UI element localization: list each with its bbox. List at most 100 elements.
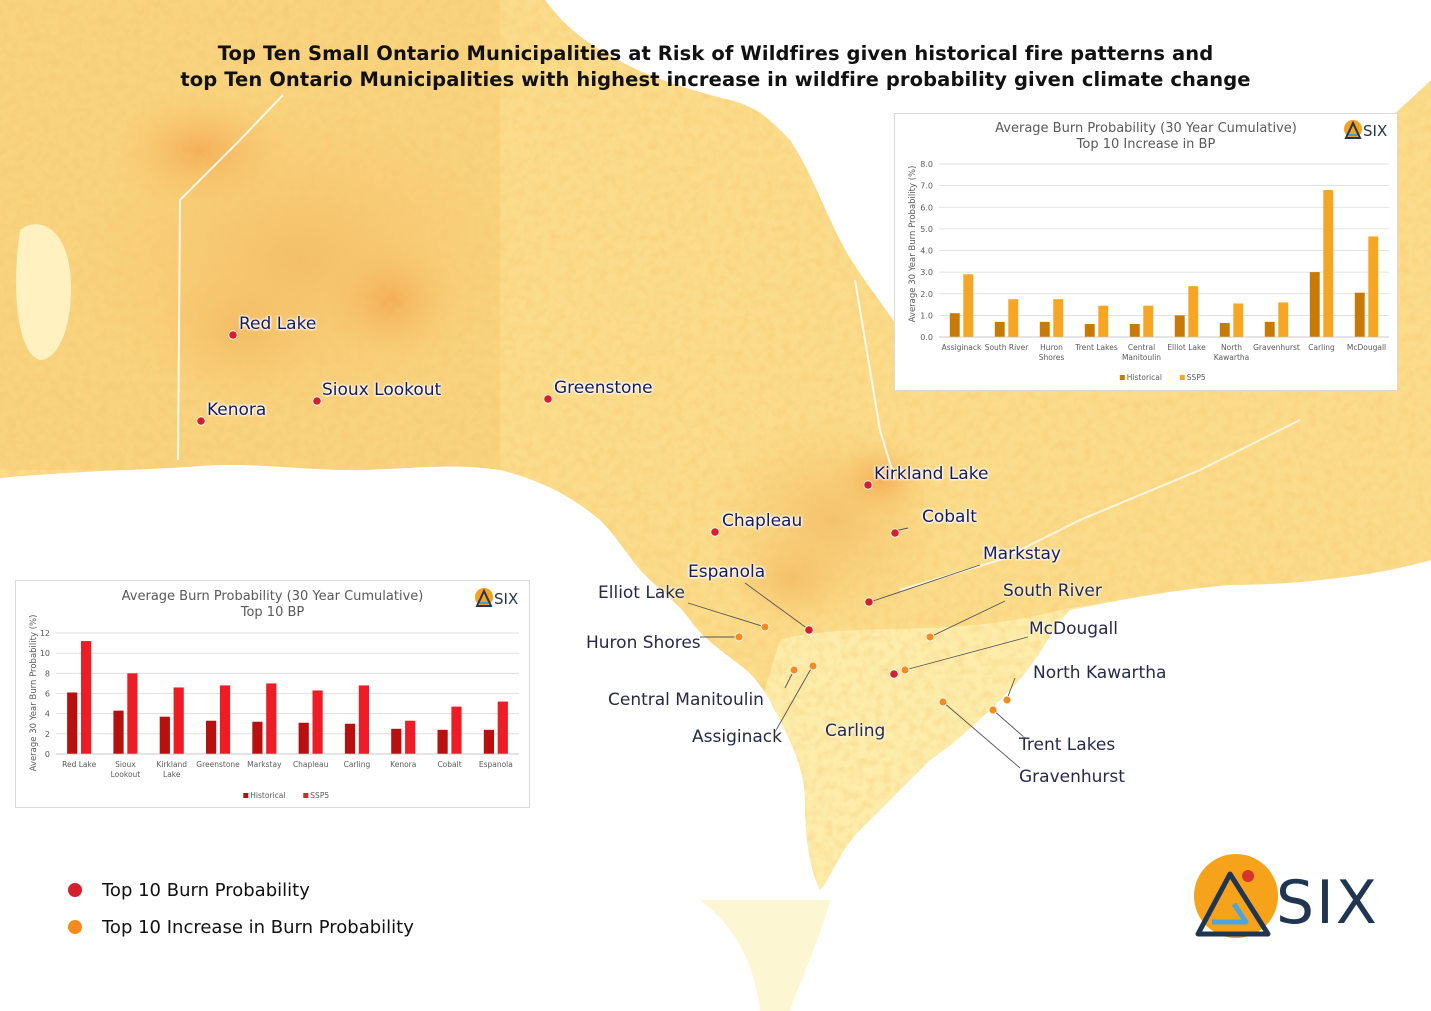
legend-dot-orange [68, 920, 82, 934]
y-tick-label: 6 [45, 690, 50, 699]
bar-ssp5 [1323, 189, 1334, 337]
legend-dot-red [68, 883, 82, 897]
bar-ssp5 [1098, 305, 1109, 337]
label-gravenhurst: Gravenhurst [1019, 767, 1125, 787]
bar-historical [298, 722, 309, 754]
x-tick-label: Kirkland [156, 760, 187, 769]
x-tick-label: Sioux [115, 760, 136, 769]
bar-ssp5 [451, 706, 462, 754]
bar-ssp5 [1008, 299, 1019, 337]
legend-label: SSP5 [1187, 373, 1206, 382]
map-title-line-1: Top Ten Small Ontario Municipalities at … [217, 42, 1214, 65]
label-elliot-lake: Elliot Lake [598, 583, 685, 603]
y-tick-label: 8 [45, 669, 50, 678]
bar-ssp5 [963, 274, 974, 337]
bar-historical [1219, 322, 1230, 337]
bar-historical [437, 729, 448, 754]
bar-historical [391, 728, 402, 754]
bar-ssp5 [266, 683, 277, 754]
bar-ssp5 [312, 690, 323, 754]
legend-label-increase: Top 10 Increase in Burn Probability [102, 916, 414, 938]
bar-historical [67, 692, 78, 754]
label-central-manitoulin: Central Manitoulin [608, 690, 764, 710]
label-trent-lakes: Trent Lakes [1019, 735, 1116, 755]
y-tick-label: 10 [40, 649, 50, 658]
y-tick-label: 2.0 [920, 290, 933, 299]
x-tick-label: Espanola [479, 760, 513, 769]
bar-historical [206, 720, 217, 754]
x-tick-label: Lake [163, 770, 181, 779]
six-logo: SIX [1194, 854, 1377, 938]
x-tick-label: Huron [1040, 343, 1063, 352]
bar-historical [1174, 315, 1185, 337]
top-bp-markers [196, 330, 900, 679]
bar-ssp5 [219, 685, 231, 754]
marker-greenstone [543, 394, 553, 404]
chart-increase-bp-panel: Average Burn Probability (30 Year Cumula… [894, 113, 1398, 391]
x-tick-label: Kawartha [1214, 353, 1250, 362]
marker-gravenhurst [938, 697, 948, 707]
y-axis-label: Average 30 Year Burn Probability (%) [29, 615, 39, 772]
bar-historical [113, 710, 124, 754]
marker-mcdougall [900, 665, 910, 675]
bar-historical [1354, 292, 1365, 337]
bar-historical [1039, 321, 1050, 337]
y-tick-label: 5.0 [920, 225, 933, 234]
legend-item-increase: Top 10 Increase in Burn Probability [68, 916, 414, 938]
label-red-lake: Red Lake [239, 314, 317, 334]
label-chapleau: Chapleau [722, 511, 803, 531]
bar-ssp5 [1188, 286, 1199, 337]
bar-ssp5 [81, 641, 92, 754]
x-tick-label: Gravenhurst [1253, 343, 1300, 352]
bar-historical [1309, 272, 1320, 337]
bar-historical [994, 321, 1005, 337]
bar-historical [949, 313, 960, 337]
leader-lines [687, 527, 1029, 769]
y-tick-label: 0 [45, 750, 50, 759]
x-tick-label: Chapleau [293, 760, 329, 769]
label-cobalt: Cobalt [922, 507, 977, 527]
label-greenstone: Greenstone [554, 378, 653, 398]
marker-trent-lakes [988, 705, 998, 715]
map-title-line-2: top Ten Ontario Municipalities with high… [180, 68, 1251, 91]
chart-increase-bp-subtitle: Top 10 Increase in BP [1076, 137, 1216, 152]
legend-label: Historical [1127, 373, 1162, 382]
y-tick-label: 4.0 [920, 247, 933, 256]
logo-red-dot [1242, 870, 1254, 882]
y-tick-label: 6.0 [920, 203, 933, 212]
bar-ssp5 [173, 687, 184, 754]
bar-ssp5 [127, 673, 138, 754]
x-tick-label: Carling [1308, 343, 1335, 352]
marker-chapleau [710, 527, 720, 537]
marker-carling [889, 669, 899, 679]
x-tick-label: Trent Lakes [1074, 343, 1118, 352]
legend-swatch [303, 793, 309, 798]
marker-red-lake [228, 330, 238, 340]
x-tick-label: McDougall [1347, 343, 1386, 352]
x-tick-label: Kenora [390, 760, 416, 769]
x-tick-label: Elliot Lake [1167, 343, 1206, 352]
label-assiginack: Assiginack [692, 727, 782, 747]
marker-north-kawartha [1002, 695, 1012, 705]
mini-six-logo: SIX [475, 588, 518, 608]
bar-historical [159, 716, 170, 754]
bar-historical [1264, 321, 1275, 337]
legend-swatch [1119, 375, 1125, 380]
y-tick-label: 0.0 [920, 333, 933, 342]
marker-south-river [925, 632, 935, 642]
label-huron-shores: Huron Shores [586, 633, 701, 653]
marker-assiginack [808, 661, 818, 671]
x-tick-label: Carling [344, 760, 371, 769]
bar-historical [483, 729, 494, 754]
legend-swatch [243, 793, 249, 798]
x-tick-label: Greenstone [196, 760, 240, 769]
legend-item-top-bp: Top 10 Burn Probability [68, 879, 310, 901]
logo-water-shape [1212, 902, 1249, 925]
y-tick-label: 3.0 [920, 268, 933, 277]
marker-markstay [864, 597, 874, 607]
x-tick-label: Red Lake [62, 760, 96, 769]
bar-ssp5 [1368, 236, 1379, 337]
x-tick-label: Central [1128, 343, 1155, 352]
y-tick-label: 1.0 [920, 311, 933, 320]
legend-label-top-bp: Top 10 Burn Probability [102, 879, 310, 901]
